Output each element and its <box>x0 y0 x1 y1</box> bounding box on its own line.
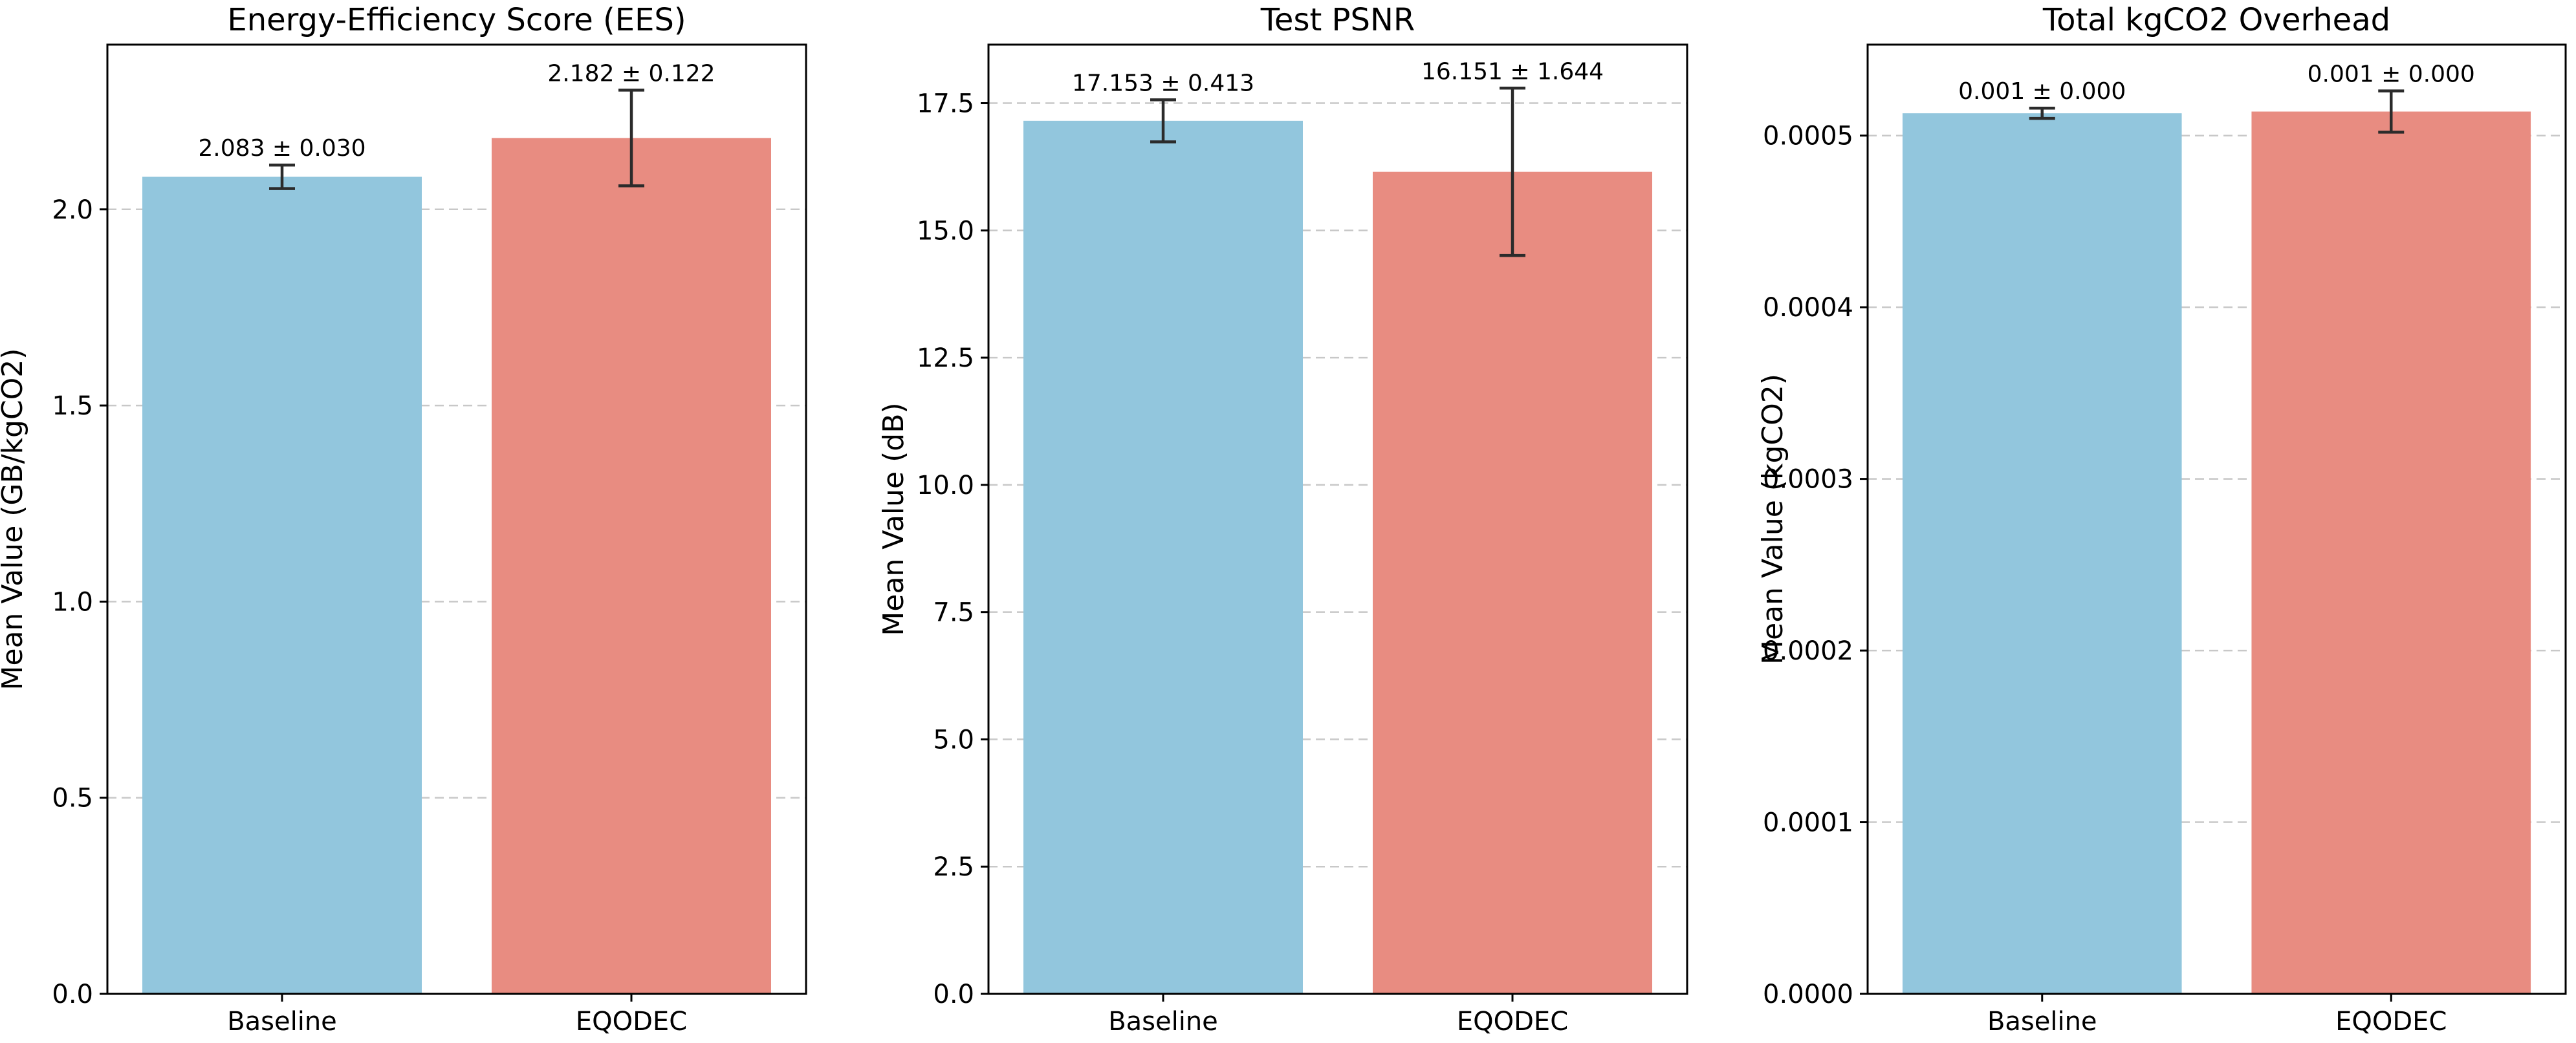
error-bar-baseline <box>1150 98 1176 144</box>
data-label-baseline: 17.153 ± 0.413 <box>1072 70 1254 96</box>
y-tick-label: 2.5 <box>933 852 974 882</box>
x-tick-label-eqodec: EQODEC <box>1457 1007 1568 1037</box>
error-bar-baseline <box>269 163 295 190</box>
y-tick-label: 0.0001 <box>1763 808 1853 838</box>
y-axis-label: Mean Value (dB) <box>877 402 910 636</box>
chart-title: Energy-Efficiency Score (EES) <box>227 2 686 38</box>
bar-baseline <box>1902 113 2182 994</box>
y-axis-label: Mean Value (kgCO2) <box>1756 374 1789 665</box>
axes-frame <box>1866 43 2567 995</box>
y-tick-label: 12.5 <box>917 343 974 373</box>
data-label-baseline: 2.083 ± 0.030 <box>198 135 366 162</box>
axes-frame <box>106 43 807 995</box>
chart-title: Total kgCO2 Overhead <box>2042 2 2390 38</box>
chart-panel-1: 2.083 ± 0.030 2.182 ± 0.122 0.0 0.5 1.0 1.5 2.… <box>0 2 807 1037</box>
bar-eqodec <box>492 138 771 995</box>
y-tick-label: 5.0 <box>933 725 974 755</box>
y-tick-label: 17.5 <box>917 89 974 119</box>
chart-title: Test PSNR <box>1260 2 1415 38</box>
bar-eqodec <box>2251 111 2531 995</box>
y-tick-label: 0.5 <box>52 784 93 813</box>
error-bar-eqodec <box>2378 89 2405 134</box>
data-label-baseline: 0.001 ± 0.000 <box>1958 78 2126 105</box>
y-tick-label: 0.0003 <box>1763 465 1853 495</box>
axes-frame <box>987 43 1688 995</box>
x-tick-label-eqodec: EQODEC <box>576 1007 687 1037</box>
chart-panel-3: 0.001 ± 0.000 0.001 ± 0.000 0.0000 0.0001 0.… <box>1756 2 2567 1037</box>
y-tick-label: 0.0005 <box>1763 122 1853 151</box>
y-tick-label: 0.0 <box>933 980 974 1009</box>
y-tick-label: 7.5 <box>933 598 974 628</box>
y-tick-label: 1.5 <box>52 391 93 421</box>
y-tick-label: 0.0 <box>52 980 93 1009</box>
error-bar-baseline <box>2029 106 2055 120</box>
y-tick-label: 15.0 <box>917 216 974 246</box>
y-tick-label: 1.0 <box>52 587 93 617</box>
error-bar-eqodec <box>618 89 644 188</box>
x-tick-label-eqodec: EQODEC <box>2335 1007 2447 1037</box>
x-tick-label-baseline: Baseline <box>1987 1007 2097 1037</box>
data-label-eqodec: 16.151 ± 1.644 <box>1421 58 1604 85</box>
y-tick-label: 0.0002 <box>1763 636 1853 666</box>
x-tick-label-baseline: Baseline <box>1108 1007 1218 1037</box>
error-bar-eqodec <box>1500 87 1525 257</box>
y-tick-label: 2.0 <box>52 195 93 225</box>
bar-eqodec <box>1373 171 1652 995</box>
y-tick-label: 10.0 <box>917 471 974 500</box>
y-tick-label: 0.0004 <box>1763 293 1853 323</box>
chart-panel-2: 17.153 ± 0.413 16.151 ± 1.644 0.0 2.5 5.0 7.5… <box>877 2 1688 1037</box>
data-label-eqodec: 2.182 ± 0.122 <box>547 60 715 87</box>
y-axis-label: Mean Value (GB/kgCO2) <box>0 349 29 691</box>
bar-baseline <box>1023 120 1303 994</box>
bar-baseline <box>142 177 422 994</box>
data-label-eqodec: 0.001 ± 0.000 <box>2308 61 2475 88</box>
y-tick-label: 0.0000 <box>1763 980 1853 1009</box>
x-tick-label-baseline: Baseline <box>227 1007 337 1037</box>
